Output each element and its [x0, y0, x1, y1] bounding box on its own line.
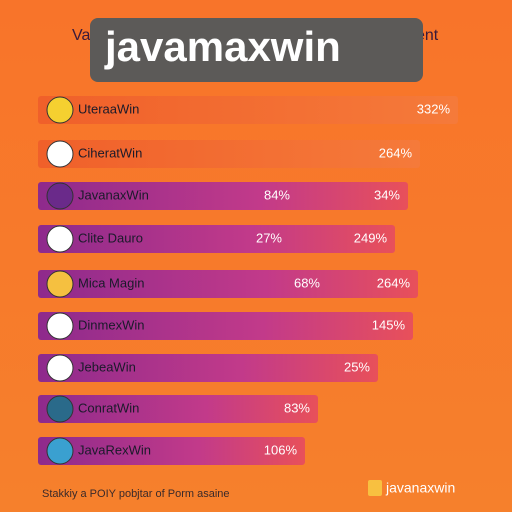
- footer-note: Stakkiy a POIY pobjtar of Porm asaine: [42, 488, 230, 500]
- row-label: JavaRexWin: [78, 442, 151, 457]
- bar: [38, 437, 305, 465]
- row-value: 34%: [374, 187, 400, 202]
- logo-icon: [368, 480, 382, 496]
- row-label: Clite Dauro: [78, 230, 143, 245]
- bar: [38, 225, 395, 253]
- row-icon: [46, 270, 74, 298]
- row-icon: [46, 312, 74, 340]
- bar: [38, 96, 458, 124]
- row-icon: [46, 437, 74, 465]
- bar: [38, 312, 413, 340]
- row-value: 264%: [377, 275, 411, 290]
- bar: [38, 354, 378, 382]
- row-value: 27%: [256, 230, 282, 245]
- row-value: 84%: [264, 187, 290, 202]
- row-icon: [46, 140, 74, 168]
- row-value: 332%: [417, 101, 451, 116]
- title-badge: [90, 18, 423, 82]
- behind-text: Va: [72, 27, 90, 44]
- row-label: CiheratWin: [78, 145, 142, 160]
- title: javamaxwin: [104, 23, 341, 70]
- logo-text: javanaxwin: [385, 480, 455, 496]
- row-value: 145%: [372, 317, 406, 332]
- row-icon: [46, 354, 74, 382]
- rows: UteraaWin 332% CiheratWin 264% JavanaxWin 84%…: [38, 96, 458, 465]
- bar: [38, 140, 420, 168]
- row-value: 83%: [284, 400, 310, 415]
- row-label: Mica Magin: [78, 275, 144, 290]
- row-icon: [46, 225, 74, 253]
- row-icon: [46, 96, 74, 124]
- row-label: JavanaxWin: [78, 187, 149, 202]
- bar: [38, 395, 318, 423]
- row-value: 264%: [379, 145, 413, 160]
- row-value: 68%: [294, 275, 320, 290]
- row-label: ConratWin: [78, 400, 139, 415]
- row-label: JebeaWin: [78, 359, 136, 374]
- bar: [38, 182, 408, 210]
- row-value: 249%: [354, 230, 388, 245]
- row-icon: [46, 182, 74, 210]
- row-value: 106%: [264, 442, 298, 457]
- row-value: 25%: [344, 359, 370, 374]
- bar: [38, 270, 418, 298]
- row-label: UteraaWin: [78, 101, 139, 116]
- row-icon: [46, 395, 74, 423]
- row-label: DinmexWin: [78, 317, 144, 332]
